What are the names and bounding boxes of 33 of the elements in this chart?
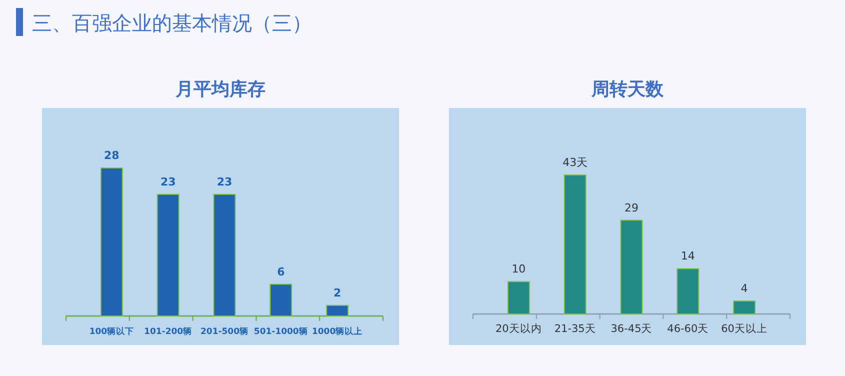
bar	[100, 168, 123, 316]
data-label: 4	[740, 282, 748, 296]
x-tick-label: 20天以内	[496, 322, 542, 335]
bar	[620, 220, 643, 314]
bar	[733, 300, 756, 314]
x-tick-label: 100辆以下	[89, 326, 134, 337]
bar	[213, 194, 236, 316]
data-label: 43天	[562, 156, 588, 169]
x-tick-label: 60天以上	[721, 322, 768, 335]
data-label: 29	[624, 201, 638, 214]
data-label: 10	[512, 262, 526, 276]
data-label: 2	[333, 286, 342, 300]
data-label: 28	[104, 149, 120, 162]
x-tick-label: 21-35天	[554, 323, 596, 335]
x-tick-label: 46-60天	[667, 323, 709, 335]
x-tick-label: 36-45天	[610, 323, 652, 335]
data-label: 14	[680, 250, 695, 263]
x-tick-label: 201-500辆	[200, 326, 249, 337]
data-label: 6	[277, 265, 286, 278]
bar	[564, 174, 586, 314]
chart-title: 周转天数	[590, 79, 664, 100]
bar	[326, 304, 349, 316]
x-tick-label: 101-200辆	[144, 326, 192, 337]
bar	[507, 281, 530, 314]
chart-title: 月平均库存	[174, 79, 266, 100]
bar	[156, 194, 180, 316]
x-tick-label: 501-1000辆	[254, 326, 308, 337]
data-label: 23	[216, 175, 232, 188]
bar	[270, 284, 292, 316]
x-tick-label: 1000辆以上	[312, 326, 363, 337]
data-label: 23	[160, 175, 176, 188]
bar	[676, 268, 700, 314]
text: 三、百强企业的基本情况（三）	[32, 11, 312, 35]
